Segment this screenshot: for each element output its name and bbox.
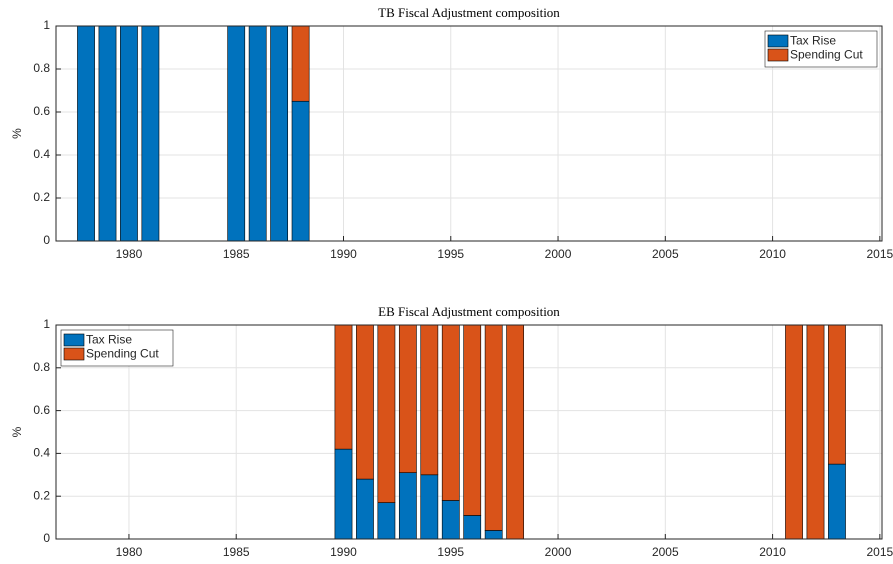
- x-tick-label: 2000: [545, 545, 572, 559]
- y-tick-label: 0.6: [33, 403, 50, 417]
- y-tick-label: 0.4: [33, 147, 50, 161]
- bar-segment: [291, 25, 310, 102]
- x-tick-label: 1990: [330, 545, 357, 559]
- bar-segment: [120, 25, 138, 242]
- bar-segment: [248, 25, 267, 242]
- bar-segment: [291, 100, 310, 242]
- x-tick-label: 2000: [545, 247, 572, 261]
- axes: TB Fiscal Adjustment composition% 0 0.2 0.4…: [10, 5, 893, 261]
- bar-segment: [484, 324, 503, 531]
- y-tick-label: 0.4: [33, 446, 50, 460]
- x-tick-label: 1985: [223, 545, 250, 559]
- x-tick-label: 1995: [437, 545, 464, 559]
- axes: EB Fiscal Adjustment composition% 0 0.2 0.4…: [10, 304, 893, 559]
- x-tick-label: 1995: [437, 247, 464, 261]
- bar-segment: [98, 25, 117, 242]
- bar-segment: [463, 515, 482, 540]
- y-tick-label: 0.6: [33, 104, 50, 118]
- x-tick-label: 1980: [116, 545, 143, 559]
- bar-segment: [334, 324, 353, 450]
- bar-segment: [356, 324, 374, 480]
- bar-segment: [398, 472, 417, 540]
- legend-swatch: [63, 347, 85, 361]
- y-tick-label: 0: [43, 233, 50, 247]
- bar-segment: [828, 463, 846, 540]
- y-tick-label: 1: [43, 317, 50, 331]
- legend-swatch: [63, 333, 85, 347]
- bar-segment: [334, 448, 353, 540]
- chart-title: TB Fiscal Adjustment composition: [378, 5, 560, 20]
- axes-box: [55, 25, 883, 242]
- bar-segment: [441, 500, 460, 540]
- bar-segment: [785, 324, 803, 540]
- legend-swatch: [767, 48, 789, 62]
- x-tick-label: 2005: [652, 247, 679, 261]
- legend-label: Spending Cut: [86, 347, 159, 361]
- bar-segment: [828, 324, 846, 465]
- y-tick-label: 0.2: [33, 190, 50, 204]
- x-tick-label: 1980: [116, 247, 143, 261]
- bar-segment: [806, 324, 825, 540]
- bar-segment: [77, 25, 95, 242]
- axes-box: [55, 324, 883, 540]
- bar-segment: [227, 25, 246, 242]
- legend-swatch: [767, 34, 789, 48]
- y-axis-label: %: [10, 426, 24, 437]
- legend-label: Tax Rise: [86, 333, 132, 347]
- bar-segment: [377, 502, 396, 540]
- bar-segment: [270, 25, 289, 242]
- bar-segment: [420, 324, 439, 476]
- bar-segment: [484, 530, 503, 540]
- bar-segment: [463, 324, 482, 516]
- bar-segment: [441, 324, 460, 501]
- x-tick-label: 2015: [867, 247, 893, 261]
- x-tick-label: 1985: [223, 247, 250, 261]
- legend-label: Spending Cut: [790, 48, 863, 62]
- bar-segment: [420, 474, 439, 540]
- bar-segment: [398, 324, 417, 473]
- bar-segment: [356, 478, 374, 540]
- chart-title: EB Fiscal Adjustment composition: [378, 304, 560, 319]
- x-tick-label: 2010: [759, 545, 786, 559]
- x-tick-label: 2010: [759, 247, 786, 261]
- x-tick-label: 1990: [330, 247, 357, 261]
- y-tick-label: 1: [43, 18, 50, 32]
- y-tick-label: 0.8: [33, 61, 50, 75]
- y-tick-label: 0.8: [33, 360, 50, 374]
- bar-segment: [141, 25, 160, 242]
- y-tick-label: 0: [43, 531, 50, 545]
- bar-segment: [506, 324, 525, 540]
- x-tick-label: 2005: [652, 545, 679, 559]
- bar-segment: [377, 324, 396, 503]
- y-tick-label: 0.2: [33, 488, 50, 502]
- legend-label: Tax Rise: [790, 34, 836, 48]
- x-tick-label: 2015: [867, 545, 893, 559]
- y-axis-label: %: [10, 128, 24, 139]
